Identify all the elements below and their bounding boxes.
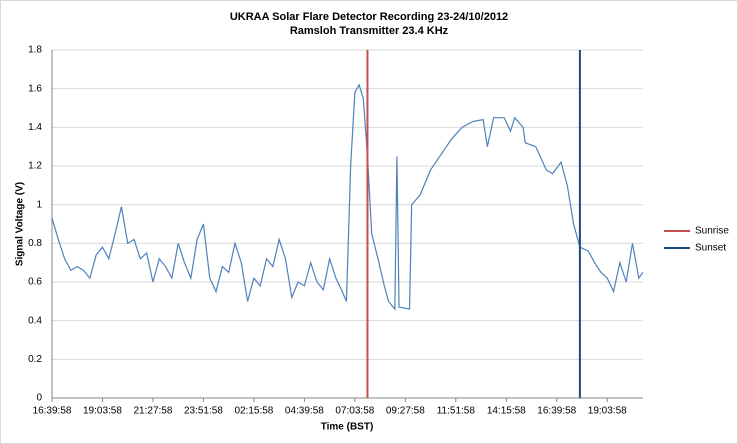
chart-title: UKRAA Solar Flare Detector Recording 23-…	[230, 11, 508, 23]
x-tick-label: 14:15:58	[487, 406, 526, 417]
legend-label: Sunset	[695, 243, 726, 254]
x-tick-label: 09:27:58	[386, 406, 425, 417]
legend-label: Sunrise	[695, 226, 729, 237]
y-tick-label: 0.4	[28, 315, 42, 326]
y-tick-label: 0.6	[28, 277, 42, 288]
y-tick-label: 1	[36, 199, 42, 210]
x-tick-label: 04:39:58	[285, 406, 324, 417]
x-tick-label: 02:15:58	[234, 406, 273, 417]
series-line	[51, 83, 644, 311]
x-tick-label: 23:51:58	[184, 406, 223, 417]
y-tick-label: 0.2	[28, 354, 42, 365]
y-axis-title: Signal Voltage (V)	[15, 182, 26, 266]
x-tick-label: 21:27:58	[133, 406, 172, 417]
y-tick-label: 1.6	[28, 83, 42, 94]
y-tick-label: 1.2	[28, 161, 42, 172]
chart-subtitle: Ramsloh Transmitter 23.4 KHz	[290, 25, 449, 37]
x-tick-label: 07:03:58	[335, 406, 374, 417]
y-tick-label: 0.8	[28, 238, 42, 249]
y-tick-label: 0	[36, 393, 42, 404]
x-tick-label: 19:03:58	[83, 406, 122, 417]
x-tick-label: 16:39:58	[33, 406, 72, 417]
x-tick-label: 11:51:58	[437, 406, 476, 417]
y-tick-label: 1.4	[28, 122, 42, 133]
x-tick-label: 16:39:58	[537, 406, 576, 417]
x-axis-title: Time (BST)	[321, 422, 374, 433]
y-tick-label: 1.8	[28, 45, 42, 56]
x-tick-label: 19:03:58	[588, 406, 627, 417]
